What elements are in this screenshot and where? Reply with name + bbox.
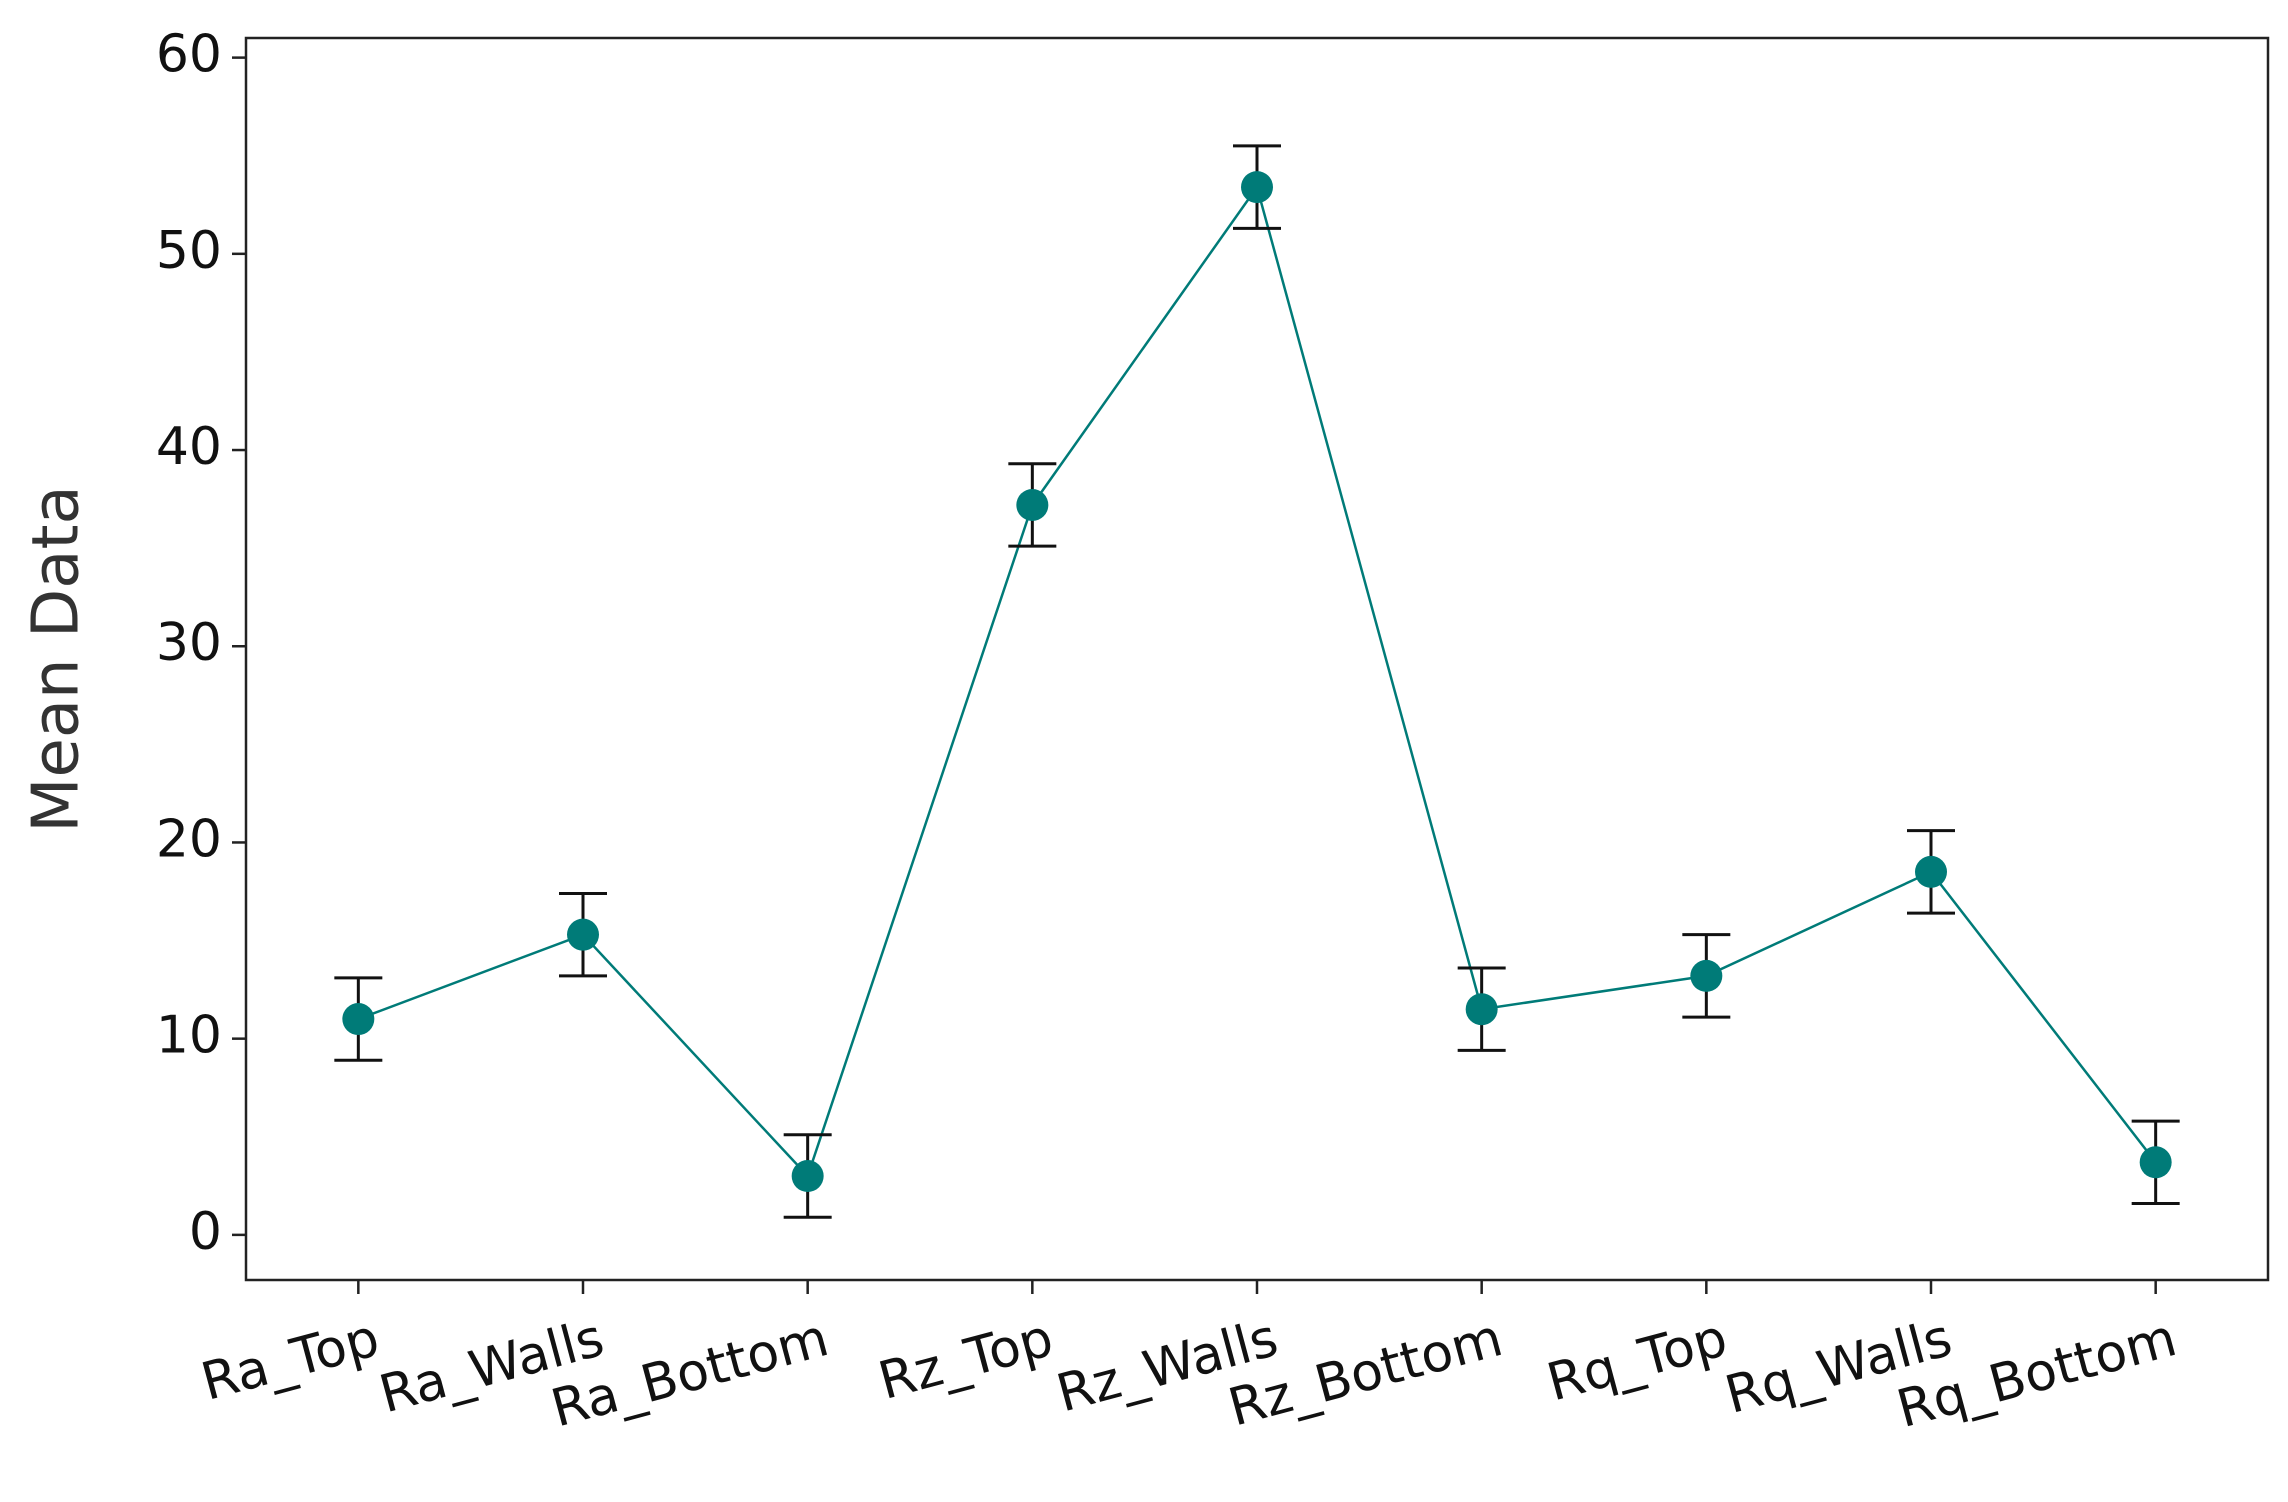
point xyxy=(2139,1146,2172,1179)
point xyxy=(342,1003,375,1036)
y-tick-label: 60 xyxy=(156,25,222,85)
point xyxy=(791,1160,824,1193)
y-tick-label: 10 xyxy=(156,1006,222,1066)
point xyxy=(567,918,599,951)
y-tick-label: 0 xyxy=(189,1202,222,1262)
y-axis-label: Mean Data xyxy=(20,485,94,833)
y-tick-label: 40 xyxy=(156,417,222,477)
y-tick-label: 50 xyxy=(156,221,222,281)
x-tick-label: Ra_Top xyxy=(195,1308,385,1413)
y-tick-label: 30 xyxy=(156,613,222,673)
point xyxy=(1690,959,1723,992)
y-tick-label: 20 xyxy=(156,809,222,869)
x-tick-label: Rz_Top xyxy=(873,1308,1060,1412)
point xyxy=(1016,488,1049,521)
point xyxy=(1465,993,1498,1026)
x-tick-label: Rq_Top xyxy=(1541,1308,1733,1413)
point xyxy=(1915,855,1947,888)
series-line xyxy=(357,184,2157,1179)
point xyxy=(1241,171,1273,204)
